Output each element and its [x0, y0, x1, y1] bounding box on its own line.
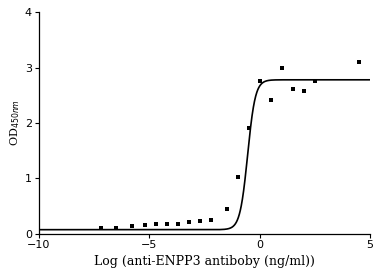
Point	[279, 65, 285, 70]
Point	[235, 175, 241, 179]
X-axis label: Log (anti-ENPP3 antiboby (ng/ml)): Log (anti-ENPP3 antiboby (ng/ml))	[94, 255, 315, 268]
Point	[129, 224, 135, 228]
Point	[301, 89, 307, 93]
Y-axis label: OD$_{450nm}$: OD$_{450nm}$	[8, 99, 22, 147]
Point	[164, 222, 170, 226]
Point	[175, 221, 181, 226]
Point	[268, 97, 274, 102]
Point	[142, 223, 148, 227]
Point	[186, 220, 192, 225]
Point	[246, 126, 252, 131]
Point	[312, 79, 318, 84]
Point	[208, 217, 214, 222]
Point	[197, 219, 203, 224]
Point	[223, 206, 230, 211]
Point	[98, 226, 104, 230]
Point	[257, 79, 263, 84]
Point	[290, 86, 296, 91]
Point	[113, 226, 119, 230]
Point	[153, 222, 159, 226]
Point	[356, 60, 362, 64]
